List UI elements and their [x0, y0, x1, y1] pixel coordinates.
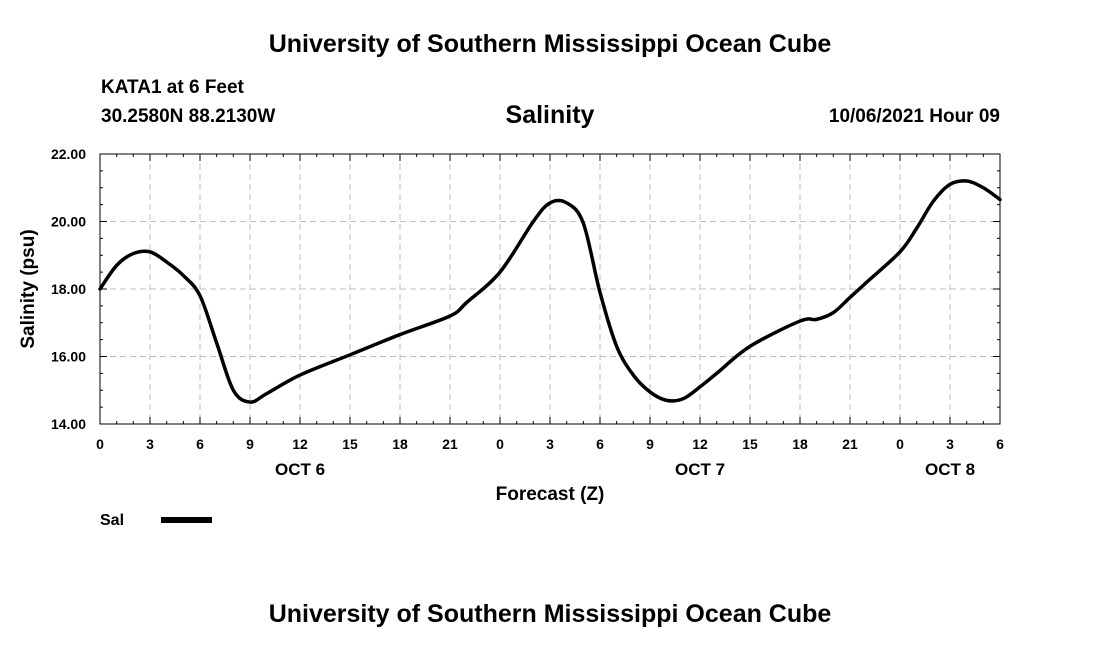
day-labels: OCT 6 OCT 7 OCT 8 [275, 460, 975, 479]
y-tick-label: 16.00 [51, 349, 86, 365]
x-tick-label: 15 [742, 436, 758, 452]
forecast-date-label: 10/06/2021 Hour 09 [828, 106, 1000, 127]
x-tick-label: 12 [292, 436, 308, 452]
y-tick-label: 18.00 [51, 281, 86, 297]
x-tick-label: 6 [996, 436, 1004, 452]
x-tick-label: 0 [496, 436, 504, 452]
station-label: KATA1 at 6 Feet [101, 77, 244, 98]
chart-top-title: University of Southern Mississippi Ocean… [268, 30, 832, 58]
y-tick-label: 14.00 [51, 416, 86, 432]
x-tick-label: 3 [946, 436, 954, 452]
x-tick-label: 3 [146, 436, 154, 452]
chart-bottom-title: University of Southern Mississippi Ocean… [268, 600, 832, 628]
x-tick-label: 21 [442, 436, 458, 452]
series-layer [98, 179, 1002, 404]
day-label: OCT 8 [925, 460, 975, 479]
day-label: OCT 7 [675, 460, 725, 479]
x-tick-label: 6 [196, 436, 204, 452]
grid-lines [100, 154, 1000, 424]
x-tick-label: 0 [96, 436, 104, 452]
plot-title: Salinity [505, 101, 595, 129]
x-tick-label: 21 [842, 436, 858, 452]
legend: Sal [100, 512, 212, 529]
x-tick-label: 18 [792, 436, 808, 452]
x-tick-label: 9 [246, 436, 254, 452]
series-line-sal [98, 179, 1002, 404]
x-tick-label: 18 [392, 436, 408, 452]
y-tick-label: 20.00 [51, 214, 86, 230]
day-label: OCT 6 [275, 460, 325, 479]
legend-label: Sal [100, 512, 124, 529]
x-tick-label: 6 [596, 436, 604, 452]
x-tick-label: 3 [546, 436, 554, 452]
y-axis-label: Salinity (psu) [18, 229, 39, 348]
coordinates-label: 30.2580N 88.2130W [101, 106, 276, 127]
x-tick-labels: 0 3 6 9 12 15 18 21 0 3 6 9 12 15 18 21 0 3 6 [96, 436, 1004, 452]
y-tick-label: 22.00 [51, 146, 86, 162]
x-tick-label: 0 [896, 436, 904, 452]
x-axis-label: Forecast (Z) [496, 484, 605, 505]
x-tick-label: 12 [692, 436, 708, 452]
x-tick-label: 15 [342, 436, 358, 452]
x-tick-label: 9 [646, 436, 654, 452]
y-tick-labels: 14.00 16.00 18.00 20.00 22.00 [51, 146, 86, 432]
